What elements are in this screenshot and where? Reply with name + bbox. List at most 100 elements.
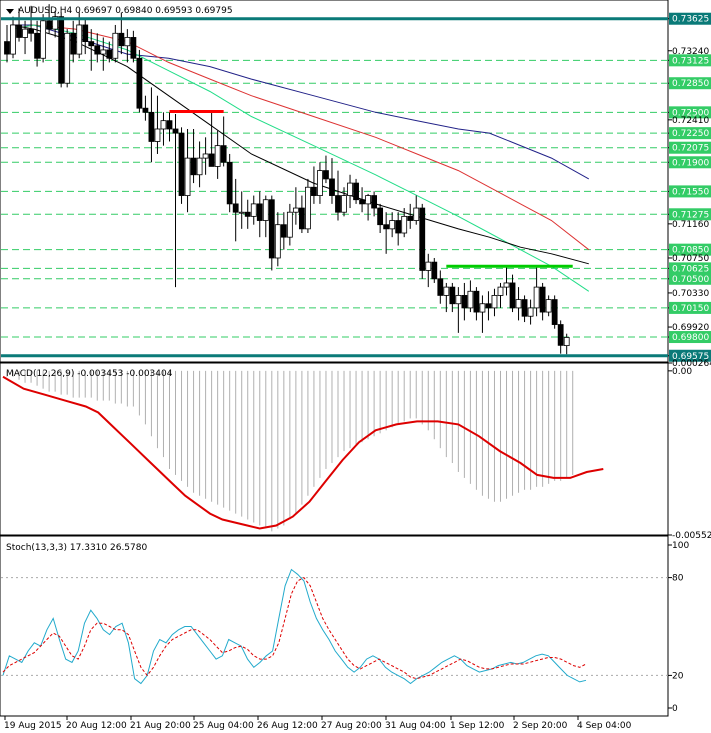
candle bbox=[142, 95, 149, 121]
candle bbox=[124, 29, 131, 63]
price-label: 0.69800 bbox=[672, 333, 709, 343]
candle bbox=[545, 295, 552, 317]
candle bbox=[190, 128, 197, 184]
price-label-box bbox=[669, 156, 711, 169]
candle-body-down bbox=[142, 107, 149, 113]
horizontal-levels bbox=[1, 59, 668, 338]
price-label-box bbox=[669, 54, 711, 67]
candle-body-down bbox=[94, 45, 101, 55]
price-label-box bbox=[669, 331, 711, 344]
candle bbox=[371, 191, 378, 217]
price-panel-frame bbox=[0, 0, 669, 363]
candle bbox=[341, 187, 347, 217]
candle-body-down bbox=[256, 203, 263, 221]
candle-body-up bbox=[112, 32, 119, 59]
candle-body-up bbox=[52, 16, 59, 30]
candle-body-up bbox=[533, 286, 540, 309]
candle bbox=[148, 87, 155, 163]
stochastic-panel: 100 80 20 0 Stoch(13,3,3) 17.3310 26.5780 bbox=[0, 535, 689, 717]
candle-body-up bbox=[305, 186, 311, 230]
candle-body-up bbox=[40, 20, 47, 59]
candle-body-down bbox=[88, 41, 95, 47]
candle bbox=[317, 162, 323, 204]
candle-body-down bbox=[359, 199, 365, 205]
candle bbox=[286, 203, 293, 246]
candle bbox=[34, 20, 40, 67]
candle bbox=[202, 137, 209, 175]
time-label: 21 Aug 20:00 bbox=[130, 721, 191, 731]
candle bbox=[563, 333, 570, 355]
time-label: 4 Sep 04:00 bbox=[577, 721, 632, 731]
candle bbox=[407, 203, 414, 229]
candle bbox=[244, 199, 251, 229]
candle-body-down bbox=[34, 32, 40, 59]
candle-body-down bbox=[118, 32, 125, 47]
dropdown-triangle-icon[interactable] bbox=[6, 9, 14, 14]
candle bbox=[557, 320, 564, 354]
candle bbox=[485, 291, 492, 321]
stoch-label: 20 bbox=[672, 671, 684, 681]
candle-body-up bbox=[250, 203, 257, 217]
candle-body-up bbox=[443, 286, 450, 296]
candle-body-down bbox=[431, 261, 438, 280]
candle-body-down bbox=[106, 49, 113, 59]
candle bbox=[515, 287, 522, 321]
candle bbox=[479, 295, 486, 333]
price-label: 0.70750 bbox=[672, 254, 709, 264]
candle-body-down bbox=[311, 186, 317, 196]
stoch-label: 80 bbox=[672, 574, 684, 584]
price-label-box bbox=[669, 106, 711, 119]
candle bbox=[443, 282, 450, 313]
candle bbox=[539, 282, 546, 321]
price-label-box bbox=[669, 262, 711, 275]
candle-body-down bbox=[136, 57, 143, 109]
candle bbox=[172, 114, 179, 288]
candle-body-up bbox=[184, 157, 191, 196]
candle bbox=[4, 24, 10, 63]
candle-body-up bbox=[479, 303, 486, 313]
candle bbox=[521, 295, 528, 323]
candle-body-up bbox=[545, 299, 552, 313]
candle bbox=[184, 128, 191, 213]
time-label: 2 Sep 20:00 bbox=[513, 721, 568, 731]
price-label-box bbox=[669, 185, 711, 198]
candle-body-down bbox=[28, 28, 34, 34]
candle-body-up bbox=[262, 199, 269, 221]
price-label: 0.71900 bbox=[672, 158, 709, 168]
macd-label: -0.00552 bbox=[672, 531, 711, 541]
candle-body-up bbox=[425, 261, 432, 271]
candle-body-down bbox=[395, 220, 402, 234]
candle-body-down bbox=[268, 199, 275, 259]
candle bbox=[347, 174, 353, 209]
candle bbox=[467, 280, 474, 313]
candle bbox=[238, 191, 245, 229]
stoch-label: 0 bbox=[672, 704, 678, 714]
candle-body-up bbox=[503, 282, 510, 288]
candle bbox=[82, 19, 89, 55]
macd-signal-line bbox=[2, 375, 604, 530]
candle-body-down bbox=[551, 299, 558, 325]
candle-body-up bbox=[413, 207, 420, 221]
candle-body-down bbox=[178, 132, 185, 196]
price-label-box bbox=[669, 243, 711, 256]
candle-body-up bbox=[10, 24, 16, 55]
candle bbox=[64, 29, 71, 88]
stoch-panel-frame bbox=[0, 535, 669, 717]
candle bbox=[431, 257, 438, 283]
candle bbox=[527, 299, 534, 325]
price-label: 0.72850 bbox=[672, 79, 709, 89]
candle bbox=[461, 282, 468, 321]
candle-body-up bbox=[497, 286, 504, 296]
candle-body-up bbox=[286, 211, 293, 238]
candle-body-up bbox=[515, 299, 522, 309]
time-label: 31 Aug 04:00 bbox=[385, 721, 446, 731]
candle bbox=[100, 37, 107, 71]
price-label-box bbox=[669, 127, 711, 140]
candle bbox=[292, 187, 299, 225]
stoch-main-line bbox=[2, 568, 587, 685]
candle bbox=[58, 12, 65, 88]
price-label: 0.70150 bbox=[672, 304, 709, 314]
time-label: 19 Aug 2015 bbox=[4, 721, 62, 731]
macd-label: 0.000264 bbox=[672, 359, 711, 369]
